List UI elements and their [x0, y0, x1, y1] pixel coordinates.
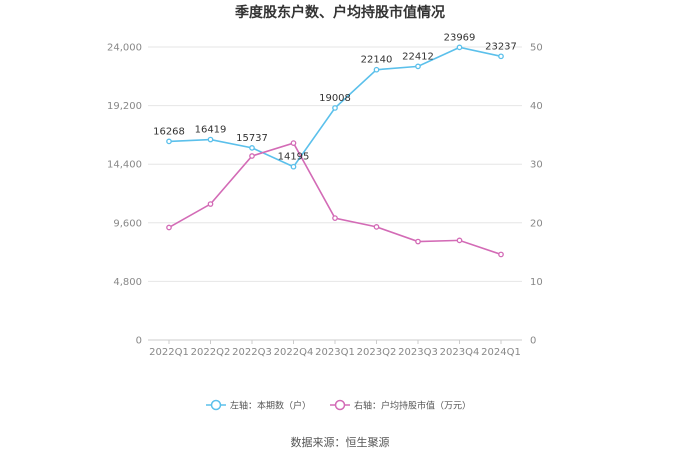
data-point-right[interactable] — [332, 215, 338, 221]
legend-label: 左轴：本期数（户） — [230, 400, 311, 412]
data-point-left[interactable] — [498, 53, 504, 60]
x-tick-label: 2022Q4 — [274, 347, 314, 358]
data-point-left[interactable] — [373, 66, 380, 73]
data-point-left[interactable] — [332, 105, 338, 111]
right-tick-label: 30 — [530, 160, 543, 171]
right-tick-label: 10 — [530, 277, 543, 288]
data-point-right[interactable] — [249, 153, 255, 159]
data-label: 14195 — [278, 152, 310, 163]
left-tick-label: 24,000 — [107, 43, 142, 54]
legend-item-right[interactable]: 右轴：户均持股市值（万元） — [330, 400, 471, 412]
data-point-right[interactable] — [456, 237, 463, 244]
series-line-right — [168, 142, 502, 256]
x-tick-label: 2023Q4 — [440, 347, 480, 358]
legend-marker-icon — [334, 399, 346, 411]
source-note: 数据来源：恒生聚源 — [291, 435, 390, 449]
data-label: 15737 — [236, 133, 268, 144]
data-point-left[interactable] — [415, 63, 421, 70]
left-tick-label: 14,400 — [107, 160, 142, 171]
data-label: 16419 — [195, 125, 227, 136]
right-tick-label: 40 — [530, 101, 543, 112]
data-label: 19008 — [319, 93, 351, 104]
x-tick-label: 2022Q2 — [191, 347, 231, 358]
data-point-right[interactable] — [166, 224, 172, 231]
series-layer: 16268 16419 15737 14195 19008 22140 22412 23969… — [153, 32, 517, 258]
data-point-right[interactable] — [498, 251, 504, 258]
data-label: 16268 — [153, 126, 185, 137]
data-point-left[interactable] — [249, 145, 255, 151]
left-tick-label: 9,600 — [113, 218, 142, 229]
grid — [148, 46, 522, 341]
x-tick-label: 2022Q3 — [232, 347, 272, 358]
right-axis-ticks: 0 10 20 30 40 50 — [530, 43, 543, 347]
data-point-left[interactable] — [290, 163, 297, 170]
data-point-left[interactable] — [166, 138, 172, 145]
data-point-right[interactable] — [415, 238, 421, 245]
data-point-right[interactable] — [290, 140, 297, 146]
chart-title: 季度股东户数、户均持股市值情况 — [234, 4, 445, 21]
data-point-left[interactable] — [456, 44, 463, 51]
x-axis-ticks: 2022Q1 2022Q2 2022Q3 2022Q4 2023Q1 2023Q2 2023… — [149, 340, 521, 358]
right-tick-label: 0 — [530, 336, 536, 347]
legend-item-left[interactable]: 左轴：本期数（户） — [206, 400, 311, 412]
data-label: 23969 — [444, 32, 476, 43]
data-point-right[interactable] — [373, 224, 380, 230]
left-tick-label: 19,200 — [107, 101, 142, 112]
data-label: 22140 — [361, 55, 393, 66]
legend-label: 右轴：户均持股市值（万元） — [354, 400, 471, 412]
left-tick-label: 4,800 — [113, 277, 142, 288]
legend-marker-icon — [210, 399, 222, 411]
right-tick-label: 50 — [530, 43, 543, 54]
right-tick-label: 20 — [530, 218, 543, 229]
left-tick-label: 0 — [136, 336, 142, 347]
left-axis-ticks: 0 4,800 9,600 14,400 19,200 24,000 — [107, 43, 142, 347]
legend[interactable]: 左轴：本期数（户） 右轴：户均持股市值（万元） — [206, 400, 471, 412]
x-tick-label: 2023Q3 — [398, 347, 438, 358]
data-point-right[interactable] — [207, 201, 214, 207]
x-tick-label: 2023Q2 — [357, 347, 397, 358]
data-label: 22412 — [402, 51, 434, 62]
data-point-left[interactable] — [207, 136, 214, 143]
x-tick-label: 2023Q1 — [315, 347, 355, 358]
data-label: 23237 — [485, 41, 517, 52]
x-tick-label: 2022Q1 — [149, 347, 189, 358]
x-tick-label: 2024Q1 — [481, 347, 521, 358]
